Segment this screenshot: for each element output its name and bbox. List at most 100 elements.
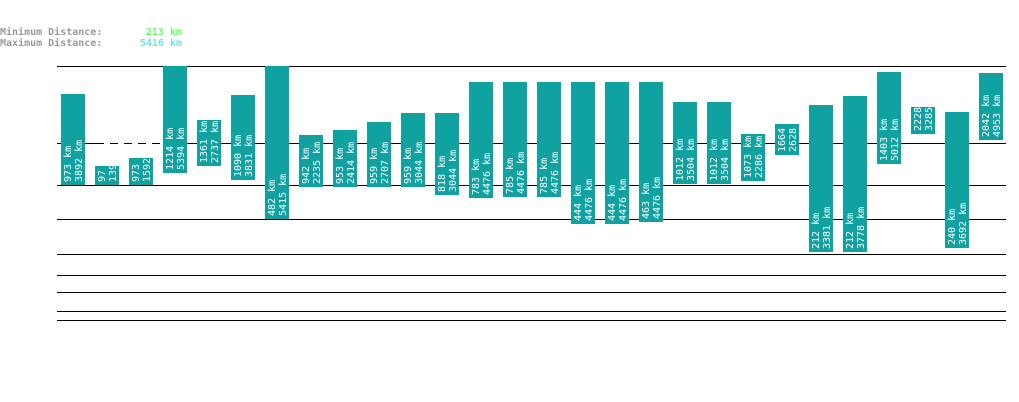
bar-high-label: 3044 km (414, 142, 425, 184)
range-bar-7: 482 km 5415 km (265, 66, 289, 219)
bar-high-label: 4476 km (482, 153, 493, 195)
bar-high-label: 3831 km (244, 135, 255, 177)
bar-high-label: 2414 km (346, 142, 357, 184)
range-bar-rect (163, 66, 187, 173)
bar-high-label: 3044 km (448, 150, 459, 192)
bar-low-label: 212 km (811, 213, 822, 249)
range-bar-14: 785 km 4476 km (503, 82, 527, 197)
bar-high-label: 2235 km (312, 142, 323, 184)
range-bar-23: 212 km 3381 km (809, 105, 833, 252)
bar-low-label: 240 km (947, 209, 958, 245)
bar-high-label: 3692 km (958, 203, 969, 245)
bar-high-label: 3504 km (720, 139, 731, 181)
bar-low-label: 2042 km (981, 95, 992, 137)
bar-low-label: 212 km (845, 213, 856, 249)
bar-high-label: 2628 (788, 128, 799, 152)
maximum-distance-row: Maximum Distance: 5416 km (0, 38, 182, 49)
range-bar-rect (197, 120, 221, 166)
bar-low-label: 482 km (267, 180, 278, 216)
range-bar-16: 444 km 4476 km (571, 82, 595, 224)
bar-high-label: 5394 km (176, 128, 187, 170)
range-bar-rect (707, 102, 731, 184)
range-bar-rect (95, 166, 119, 185)
minimum-distance-label: Minimum Distance: (0, 27, 103, 38)
bar-high-label: 4476 km (584, 179, 595, 221)
bar-low-label: 785 km (505, 158, 516, 194)
bar-low-label: 463 km (641, 183, 652, 219)
range-bar-26: 2228 3285 (911, 107, 935, 134)
bar-low-label: 818 km (437, 156, 448, 192)
maximum-distance-label: Maximum Distance: (0, 38, 103, 49)
bar-low-label: 959 km (403, 148, 414, 184)
bar-low-label: 1012 km (709, 139, 720, 181)
range-bar-rect (367, 122, 391, 187)
bar-high-label: 3778 km (856, 207, 867, 249)
bar-low-label: 942 km (301, 148, 312, 184)
range-bar-18: 463 km 4476 km (639, 82, 663, 222)
range-bar-rect (401, 113, 425, 187)
bar-low-label: 1012 km (675, 139, 686, 181)
bar-high-label: 3504 km (686, 139, 697, 181)
bar-low-label: 1214 km (165, 128, 176, 170)
minimum-distance-value: 213 km (145, 27, 182, 38)
bar-high-label: 2286 km (754, 136, 765, 178)
range-bar-rect (61, 94, 85, 185)
range-bar-rect (673, 102, 697, 184)
range-bar-rect (503, 82, 527, 197)
range-bar-5: 1361 km 2737 km (197, 120, 221, 166)
bar-high-label: 3892 km (74, 140, 85, 182)
bar-low-label: 1361 km (199, 121, 210, 163)
bar-low-label: 97 (97, 170, 108, 182)
range-bar-1: 973 km 3892 km (61, 94, 85, 185)
range-bar-3: 973 1592 (129, 158, 153, 185)
range-bar-4: 1214 km 5394 km (163, 66, 187, 173)
range-bar-rect (299, 135, 323, 187)
range-bar-6: 1090 km 3831 km (231, 95, 255, 180)
bar-high-label: 4476 km (516, 152, 527, 194)
range-bar-21: 1073 km 2286 km (741, 134, 765, 181)
bar-low-label: 973 (131, 164, 142, 182)
bar-low-label: 1073 km (743, 136, 754, 178)
bar-high-label: 4953 km (992, 95, 1003, 137)
bar-high-label: 5415 km (278, 174, 289, 216)
range-bar-rect (129, 158, 153, 185)
bar-low-label: 953 km (335, 148, 346, 184)
range-bar-22: 1664 2628 (775, 124, 799, 155)
range-bar-rect (639, 82, 663, 222)
bar-high-label: 2707 km (380, 142, 391, 184)
bar-high-label: 4476 km (618, 179, 629, 221)
bar-low-label: 1090 km (233, 135, 244, 177)
range-bar-27: 240 km 3692 km (945, 112, 969, 248)
range-bar-rect (605, 82, 629, 224)
range-bar-19: 1012 km 3504 km (673, 102, 697, 184)
bar-high-label: 1592 (142, 158, 153, 182)
range-bar-rect (843, 96, 867, 252)
range-bar-20: 1012 km 3504 km (707, 102, 731, 184)
range-bar-rect (231, 95, 255, 180)
bar-low-label: 444 km (607, 185, 618, 221)
range-bar-rect (469, 82, 493, 198)
bar-high-label: 4476 km (652, 177, 663, 219)
range-bar-rect (911, 107, 935, 134)
bar-low-label: 2228 (913, 107, 924, 131)
range-bar-8: 942 km 2235 km (299, 135, 323, 187)
bar-high-label: 139 (108, 164, 119, 182)
range-bar-rect (571, 82, 595, 224)
bar-low-label: 783 km (471, 159, 482, 195)
range-bar-rect (537, 82, 561, 197)
range-bar-17: 444 km 4476 km (605, 82, 629, 224)
range-bar-rect (979, 73, 1003, 140)
bar-high-label: 3285 (924, 107, 935, 131)
bar-low-label: 973 km (63, 146, 74, 182)
range-bar-9: 953 km 2414 km (333, 130, 357, 187)
range-bar-12: 818 km 3044 km (435, 113, 459, 195)
bar-high-label: 5012 km (890, 119, 901, 161)
bar-high-label: 3381 km (822, 207, 833, 249)
bar-low-label: 444 km (573, 185, 584, 221)
minimum-distance-row: Minimum Distance: 213 km (0, 27, 182, 38)
range-bar-rect (775, 124, 799, 155)
range-bar-rect (877, 72, 901, 164)
range-bar-10: 959 km 2707 km (367, 122, 391, 187)
range-bar-15: 785 km 4476 km (537, 82, 561, 197)
